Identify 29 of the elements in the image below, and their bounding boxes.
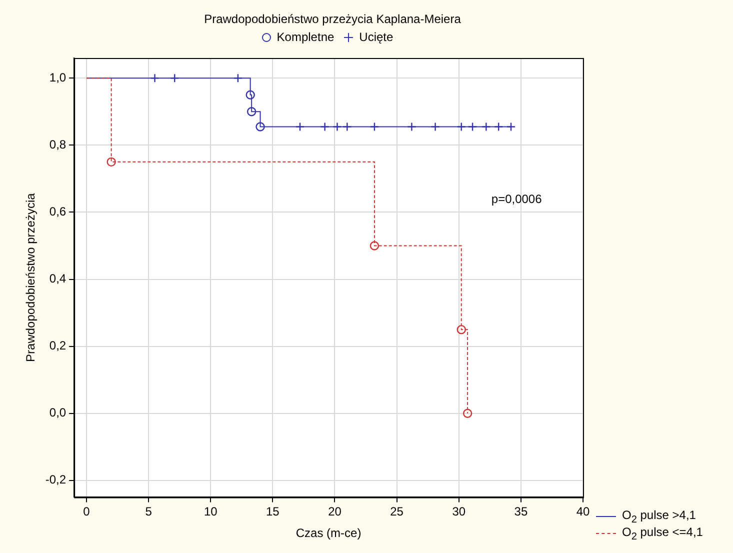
x-tick-label: 30: [452, 504, 466, 519]
legend-label: Ucięte: [359, 30, 394, 44]
y-tick-label: 1,0: [49, 70, 66, 84]
annotation: p=0,0006: [491, 192, 542, 206]
point: [106, 157, 116, 167]
legend-label: O$_{2}$ pulse >4,1: [622, 508, 696, 526]
y-tick-label: 0,0: [49, 406, 66, 420]
chart-title: Prawdopodobieństwo przeżycia Kaplana-Meiera: [203, 12, 462, 26]
x-tick-label: 20: [328, 504, 342, 519]
point: [456, 324, 466, 334]
legend-label: O$_{2}$ pulse <=4,1: [622, 524, 703, 542]
y-tick-label: 0,6: [49, 204, 66, 219]
y-tick-label: 0,8: [49, 137, 66, 152]
point: [370, 241, 380, 250]
y-tick-label: -0,2: [45, 472, 66, 487]
x-tick-label: 10: [204, 504, 218, 519]
y-axis-title: Prawdopodobieństwo przeżycia: [24, 192, 38, 362]
x-axis-title: Czas (m-ce): [296, 526, 362, 540]
x-tick-label: 15: [266, 504, 280, 519]
x-tick-label: 5: [145, 504, 152, 519]
y-tick-label: 0,4: [49, 272, 66, 286]
y-tick-label: 0,2: [49, 338, 66, 353]
x-tick-label: 25: [390, 504, 404, 519]
x-tick-label: 40: [576, 504, 590, 519]
point: [506, 122, 516, 132]
x-tick-label: 35: [514, 504, 528, 519]
x-tick-label: 0: [83, 504, 90, 519]
legend-label: Kompletne: [276, 30, 334, 44]
point: [462, 408, 472, 418]
